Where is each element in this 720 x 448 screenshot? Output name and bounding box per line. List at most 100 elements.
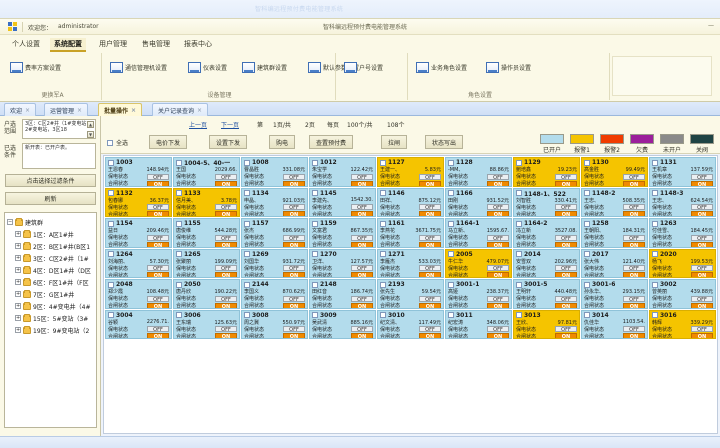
power-state-toggle[interactable]: OFF <box>487 326 509 333</box>
meter-card-checkbox[interactable] <box>380 190 386 196</box>
power-state-toggle[interactable]: OFF <box>691 295 713 303</box>
menu-item-reports[interactable]: 报表中心 <box>184 40 212 48</box>
ribbon-button-meter-config[interactable]: 仪表设置 <box>188 57 227 77</box>
meter-card[interactable]: 1161 李燕花 3671.75元 保电状态 OFF 合闸状态 ON <box>377 218 444 248</box>
meter-card[interactable]: 1131 王机章 137.59元 保电状态 OFF 合闸状态 ON <box>649 157 716 187</box>
meter-card[interactable]: 1130 高金胜 99.49元 保电状态 OFF 合闸状态 ON <box>581 157 648 187</box>
switch-state-toggle[interactable]: ON <box>691 272 713 278</box>
power-state-toggle[interactable]: OFF <box>215 204 237 211</box>
trip-switch-button[interactable]: 拉闸 <box>381 135 408 149</box>
meter-card-checkbox[interactable] <box>244 159 250 166</box>
switch-state-toggle[interactable]: ON <box>555 241 577 247</box>
switch-state-toggle[interactable]: ON <box>555 180 577 186</box>
switch-state-toggle[interactable]: ON <box>351 272 373 278</box>
switch-state-toggle[interactable]: ON <box>351 211 373 217</box>
power-state-toggle[interactable]: OFF <box>555 173 577 181</box>
meter-card-checkbox[interactable] <box>176 281 182 288</box>
power-state-toggle[interactable]: OFF <box>215 295 237 303</box>
filter-range-field[interactable]: 3区：C区2#井（1#变电站，2#变电站，3区18 ▲ ▼ <box>22 119 96 139</box>
switch-state-toggle[interactable]: ON <box>691 333 713 339</box>
meter-card[interactable]: 3004 谷颖 2276.71. 保电状态 OFF 合闸状态 ON <box>105 309 172 339</box>
tab-welcome[interactable]: 欢迎 × <box>4 103 37 116</box>
switch-state-toggle[interactable]: ON <box>419 333 441 339</box>
meter-card-checkbox[interactable] <box>380 220 386 227</box>
tree-node-zone-7[interactable]: + 7区：G区1#井 <box>7 288 94 300</box>
power-state-toggle[interactable]: OFF <box>215 234 237 242</box>
switch-state-toggle[interactable]: ON <box>147 241 169 247</box>
switch-state-toggle[interactable]: ON <box>147 333 169 339</box>
meter-card[interactable]: 3001-6 孙永华、 293.15元 保电状态 OFF 合闸状态 ON <box>581 279 648 309</box>
tree-node-zone-15[interactable]: + 15区：5#变站（3# <box>7 312 94 324</box>
meter-card-checkbox[interactable] <box>652 251 658 257</box>
meter-card-checkbox[interactable] <box>516 281 522 288</box>
power-state-toggle[interactable]: OFF <box>487 265 509 272</box>
meter-card[interactable]: 1127 王建一、 5.83元 保电状态 OFF 合闸状态 ON <box>377 157 444 187</box>
meter-card-checkbox[interactable] <box>312 312 318 318</box>
power-state-toggle[interactable]: OFF <box>691 204 713 211</box>
refresh-button[interactable]: 刷新 <box>5 192 96 205</box>
meter-card[interactable]: 2193 张先生 59.54元 保电状态 OFF 合闸状态 ON <box>377 279 444 309</box>
meter-card[interactable]: 3002 曾英丽 439.88元 保电状态 OFF 合闸状态 ON <box>649 279 716 309</box>
meter-card-grid[interactable]: 1003 王恩春 148.94元 保电状态 OFF 合闸状态 ON 1004-5、40-一 王国… <box>103 155 718 434</box>
meter-card[interactable]: 1148-1、522 刘智胜 330.41元 保电状态 OFF 合闸状态 ON <box>513 187 580 217</box>
write-status-button[interactable]: 状态写出 <box>425 135 464 149</box>
switch-state-toggle[interactable]: ON <box>487 302 509 308</box>
meter-card-checkbox[interactable] <box>312 159 318 166</box>
query-prepaid-button[interactable]: 查置预付费 <box>309 135 354 149</box>
meter-card-checkbox[interactable] <box>652 312 658 318</box>
select-all-control[interactable]: 全选 <box>107 138 128 147</box>
power-state-toggle[interactable]: OFF <box>283 234 305 242</box>
apply-filter-button[interactable]: 点击选择过滤条件 <box>5 174 96 187</box>
meter-card[interactable]: 1148-3 王忠、 624.54元 保电状态 OFF 合闸状态 ON <box>649 187 716 217</box>
tree-root-node[interactable]: − 建筑群 <box>7 216 94 228</box>
meter-card[interactable]: 3016 韩辉 339.29元 保电状态 OFF 合闸状态 ON <box>649 309 716 339</box>
switch-state-toggle[interactable]: ON <box>419 211 441 217</box>
meter-card-checkbox[interactable] <box>584 281 590 288</box>
meter-card-checkbox[interactable] <box>108 159 114 166</box>
power-state-toggle[interactable]: OFF <box>147 173 169 181</box>
tree-node-zone-2[interactable]: + 2区：B区1#井(B区1 <box>7 240 94 252</box>
collapse-icon[interactable]: − <box>7 219 13 225</box>
meter-card-checkbox[interactable] <box>312 281 318 288</box>
tree-node-zone-4[interactable]: + 4区：D区1#井（D区 <box>7 264 94 276</box>
meter-card[interactable]: 2017 张大伟 121.40元 保电状态 OFF 合闸状态 ON <box>581 248 648 278</box>
switch-state-toggle[interactable]: ON <box>215 180 237 186</box>
meter-card-checkbox[interactable] <box>380 312 386 318</box>
meter-card[interactable]: 2014 安雪双 202.96元 保电状态 OFF 合闸状态 ON <box>513 248 580 278</box>
power-state-toggle[interactable]: OFF <box>419 326 441 333</box>
meter-card-checkbox[interactable] <box>108 281 114 288</box>
meter-card-checkbox[interactable] <box>312 220 318 227</box>
ribbon-button-default-params[interactable]: 默认参数设置 <box>308 57 359 77</box>
meter-card-checkbox[interactable] <box>584 159 590 166</box>
switch-state-toggle[interactable]: ON <box>283 272 305 278</box>
power-state-toggle[interactable]: OFF <box>147 234 169 242</box>
switch-state-toggle[interactable]: ON <box>283 180 305 186</box>
power-state-toggle[interactable]: OFF <box>147 265 169 272</box>
meter-card[interactable]: 1164-2 冯立新 3527.08. 保电状态 OFF 合闸状态 ON <box>513 218 580 248</box>
switch-state-toggle[interactable]: ON <box>283 241 305 247</box>
tab-account-query[interactable]: 关户记录查询 × <box>152 103 209 116</box>
power-state-toggle[interactable]: OFF <box>555 295 577 303</box>
power-state-toggle[interactable]: OFF <box>419 295 441 303</box>
ribbon-button-building-config[interactable]: 建筑群设置 <box>242 57 287 77</box>
meter-card[interactable]: 1269 刘国华 931.72元 保电状态 OFF 合闸状态 ON <box>241 248 308 278</box>
switch-state-toggle[interactable]: ON <box>487 241 509 247</box>
meter-card-checkbox[interactable] <box>448 220 454 227</box>
price-dispatch-button[interactable]: 电价下发 <box>149 135 188 149</box>
switch-state-toggle[interactable]: ON <box>623 272 645 278</box>
meter-card-checkbox[interactable] <box>244 251 250 257</box>
meter-card-checkbox[interactable] <box>108 220 114 227</box>
prev-page-link[interactable]: 上一页 <box>189 122 208 129</box>
meter-card[interactable]: 1003 王恩春 148.94元 保电状态 OFF 合闸状态 ON <box>105 157 172 187</box>
meter-card-checkbox[interactable] <box>516 220 522 227</box>
meter-card[interactable]: 1155 唐俊维 544.28元 保电状态 OFF 合闸状态 ON <box>173 218 240 248</box>
switch-state-toggle[interactable]: ON <box>351 180 373 186</box>
close-icon[interactable]: × <box>77 106 83 114</box>
expand-icon[interactable]: + <box>15 327 21 333</box>
power-state-toggle[interactable]: OFF <box>691 234 713 242</box>
menu-item-user[interactable]: 用户管理 <box>99 40 127 48</box>
meter-card-checkbox[interactable] <box>584 312 590 318</box>
switch-state-toggle[interactable]: ON <box>691 180 713 186</box>
meter-card-checkbox[interactable] <box>448 251 454 257</box>
meter-card[interactable]: 1263 付佳雪、 184.45元 保电状态 OFF 合闸状态 ON <box>649 218 716 248</box>
